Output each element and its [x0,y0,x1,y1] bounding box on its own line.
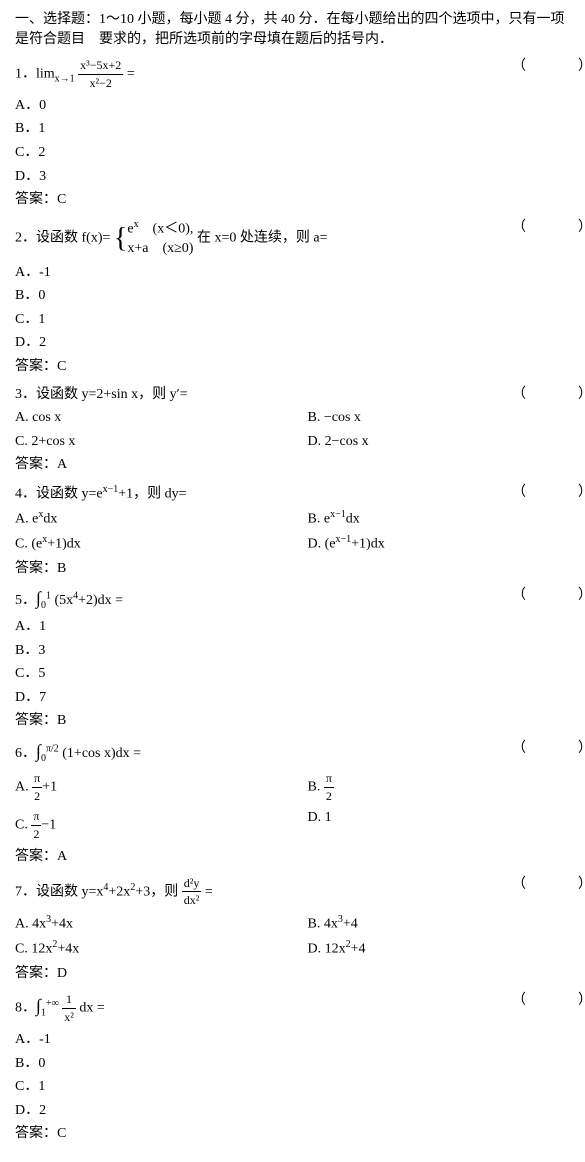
option: B．0 [15,1054,585,1074]
option: B. 4x3+4 [308,913,585,934]
question-line: 8．∫1+∞ 1x² dx =（ ） [15,991,585,1026]
answer-paren: （ ） [492,218,585,238]
question-stem: 2．设函数 f(x)= {ex (x＜0),x+a (x≥0) 在 x=0 处连… [15,218,492,259]
question-block: 8．∫1+∞ 1x² dx =（ ） A．-1 B．0 C．1 D．2 答案：C [15,991,585,1144]
question-line: 4．设函数 y=ex−1+1，则 dy=（ ） [15,483,585,504]
option: D．2 [15,333,585,353]
option: B. −cos x [308,408,585,428]
answer-paren: （ ） [492,483,585,503]
option: C．1 [15,1077,585,1097]
question-block: 7．设函数 y=x4+2x2+3，则 d²ydx² =（ ） A. 4x3+4xB… [15,875,585,984]
question-stem: 8．∫1+∞ 1x² dx = [15,991,492,1026]
option-row: A. cos xB. −cos x [15,408,585,428]
answer-paren: （ ） [492,875,585,895]
option: A．1 [15,617,585,637]
option: D. (ex−1+1)dx [308,533,585,554]
option: D．7 [15,688,585,708]
header-line2: 是符合题目 要求的，把所选项前的字母填在题后的括号内． [15,30,585,50]
questions-list: 1．limx→1 x³−5x+2x²−2 =（ ）A．0B．1C．2D．3答案：… [15,57,585,1144]
option-row: A. exdxB. ex−1dx [15,508,585,529]
option: A. cos x [15,408,308,428]
question-stem: 3．设函数 y=2+sin x，则 y′= [15,385,492,405]
option: C. (ex+1)dx [15,533,308,554]
option: B. π2 [308,770,585,805]
question-line: 2．设函数 f(x)= {ex (x＜0),x+a (x≥0) 在 x=0 处连… [15,218,585,259]
question-stem: 1．limx→1 x³−5x+2x²−2 = [15,57,492,92]
answer-paren: （ ） [492,57,585,77]
header-line1: 一、选择题：1～10 小题，每小题 4 分，共 40 分．在每小题给出的四个选项… [15,10,585,30]
question-stem: 7．设函数 y=x4+2x2+3，则 d²ydx² = [15,875,492,910]
answer-line: 答案：A [15,455,585,475]
option-row: A. π2+1B. π2 [15,770,585,805]
option: A．-1 [15,1030,585,1050]
option: D. 12x2+4 [308,938,585,959]
answer-line: 答案：D [15,964,585,984]
option: C．5 [15,664,585,684]
option: D．2 [15,1101,585,1121]
option: B．1 [15,119,585,139]
answer-line: 答案：C [15,357,585,377]
answer-paren: （ ） [492,739,585,759]
option: C. 2+cos x [15,432,308,452]
question-block: 5．∫01 (5x4+2)dx =（ ） A．1 B．3 C．5 D．7 答案：B [15,586,585,731]
option-row: C. 2+cos xD. 2−cos x [15,432,585,452]
question-stem: 5．∫01 (5x4+2)dx = [15,586,492,613]
answer-line: 答案：A [15,847,585,867]
option: D. 1 [308,808,585,843]
answer-paren: （ ） [492,991,585,1011]
option: A．-1 [15,263,585,283]
question-line: 5．∫01 (5x4+2)dx =（ ） [15,586,585,613]
answer-line: 答案：C [15,1124,585,1144]
question-line: 7．设函数 y=x4+2x2+3，则 d²ydx² =（ ） [15,875,585,910]
answer-line: 答案：B [15,711,585,731]
option: A. exdx [15,508,308,529]
option-row: A. 4x3+4xB. 4x3+4 [15,913,585,934]
answer-line: 答案：B [15,559,585,579]
question-line: 6．∫0π/2 (1+cos x)dx =（ ） [15,739,585,766]
option: C．1 [15,310,585,330]
answer-line: 答案：C [15,190,585,210]
option: D. 2−cos x [308,432,585,452]
section-header: 一、选择题：1～10 小题，每小题 4 分，共 40 分．在每小题给出的四个选项… [15,10,585,49]
question-stem: 4．设函数 y=ex−1+1，则 dy= [15,483,492,504]
option: A．0 [15,96,585,116]
option: B．3 [15,641,585,661]
option: A. 4x3+4x [15,913,308,934]
option-row: C. (ex+1)dxD. (ex−1+1)dx [15,533,585,554]
option: A. π2+1 [15,770,308,805]
question-block: 1．limx→1 x³−5x+2x²−2 =（ ） A．0 B．1 C．2 D．3 答案：… [15,57,585,210]
option: C．2 [15,143,585,163]
option: B. ex−1dx [308,508,585,529]
option: C. 12x2+4x [15,938,308,959]
question-block: 3．设函数 y=2+sin x，则 y′=（ ） A. cos xB. −cos … [15,385,585,475]
question-line: 3．设函数 y=2+sin x，则 y′=（ ） [15,385,585,405]
answer-paren: （ ） [492,586,585,606]
option-row: C. π2−1D. 1 [15,808,585,843]
question-stem: 6．∫0π/2 (1+cos x)dx = [15,739,492,766]
question-line: 1．limx→1 x³−5x+2x²−2 =（ ） [15,57,585,92]
option: B．0 [15,286,585,306]
option: D．3 [15,167,585,187]
option-row: C. 12x2+4xD. 12x2+4 [15,938,585,959]
question-block: 4．设函数 y=ex−1+1，则 dy=（ ）A. exdxB. ex−1dxC… [15,483,585,578]
question-block: 6．∫0π/2 (1+cos x)dx =（ ） A. π2+1B. π2C. π… [15,739,585,867]
question-block: 2．设函数 f(x)= {ex (x＜0),x+a (x≥0) 在 x=0 处连… [15,218,585,377]
answer-paren: （ ） [492,385,585,405]
option: C. π2−1 [15,808,308,843]
